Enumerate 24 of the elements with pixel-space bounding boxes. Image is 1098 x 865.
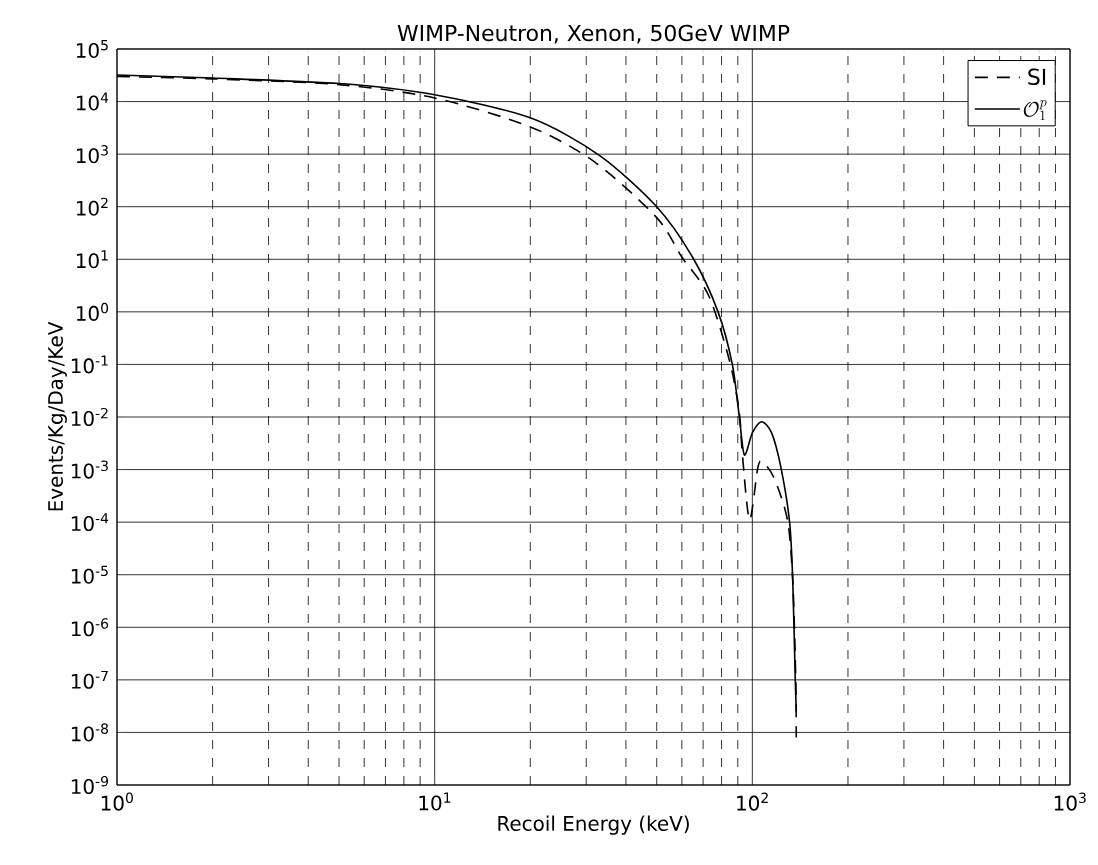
y-tick-label: 10$^{3}$ [76, 145, 108, 164]
chart-title: WIMP-Neutron, Xenon, 50GeV WIMP [397, 24, 790, 44]
y-tick-label: 10$^{-4}$ [71, 513, 109, 532]
x-axis-title: Recoil Energy (keV) [498, 815, 689, 835]
y-tick-label: 10$^{-3}$ [71, 460, 108, 479]
legend-label: $\mathcal{O}_1^p$ [1023, 100, 1047, 121]
y-tick-label: 10$^{-9}$ [71, 775, 108, 795]
x-tick-label: 10$^{2}$ [737, 792, 768, 811]
y-tick-label: 10$^{-7}$ [71, 670, 108, 689]
y-tick-label: 10$^{4}$ [76, 92, 109, 111]
y-tick-label: 10$^{-8}$ [71, 723, 109, 742]
y-tick-label: 10$^{5}$ [76, 40, 108, 58]
y-tick-label: 10$^{-5}$ [71, 565, 108, 584]
legend-label: SI [1028, 68, 1046, 86]
y-tick-label: 10$^{0}$ [76, 302, 109, 321]
y-tick-label: 10$^{-6}$ [71, 618, 109, 637]
y-axis-title: Events/Kg/Day/KeV [48, 321, 67, 511]
y-tick-label: 10$^{-2}$ [71, 407, 108, 427]
y-tick-label: 10$^{-1}$ [71, 355, 108, 374]
x-tick-label: 10$^{0}$ [101, 792, 133, 811]
y-tick-label: 10$^{2}$ [76, 197, 108, 216]
x-tick-label: 10$^{3}$ [1054, 792, 1086, 811]
y-tick-label: 10$^{1}$ [76, 250, 108, 269]
x-tick-label: 10$^{1}$ [419, 792, 451, 811]
